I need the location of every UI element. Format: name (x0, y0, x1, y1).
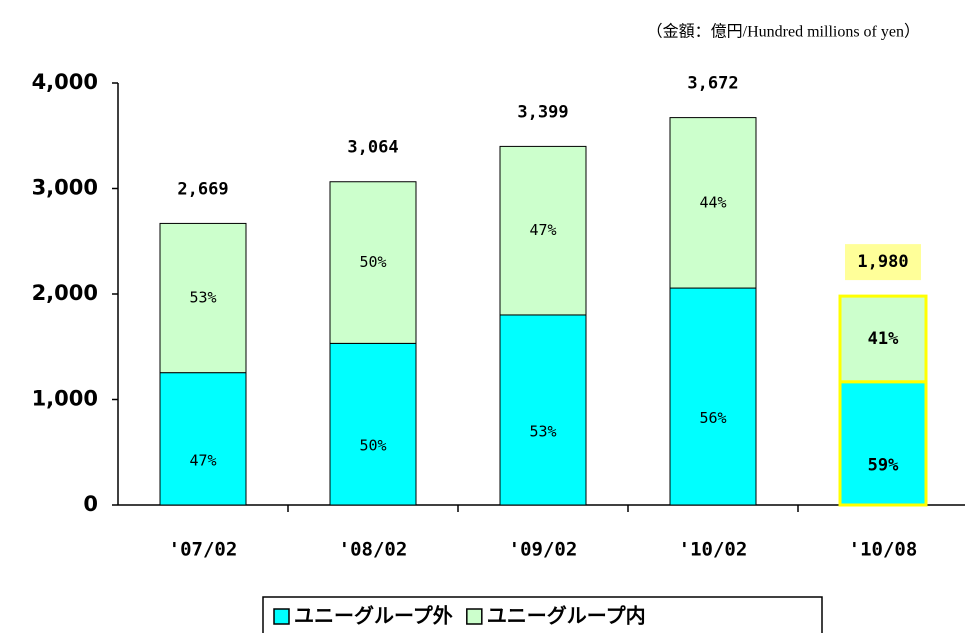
data-label: 50% (359, 253, 386, 271)
legend-swatch (466, 608, 483, 625)
data-label: 47% (189, 451, 216, 469)
x-tick-label: '10/08 (849, 539, 918, 561)
bar-segment (329, 342, 417, 506)
bar-segment (838, 294, 928, 384)
bar-segment (838, 380, 928, 507)
data-label: 47% (529, 221, 556, 239)
total-label: 3,064 (347, 138, 398, 158)
data-label: 53% (189, 289, 216, 307)
x-tick-label: '09/02 (509, 539, 578, 561)
y-tick-label: 0 (83, 492, 98, 516)
bar-segment (499, 314, 587, 506)
x-tick-label: '10/02 (679, 539, 748, 561)
bar-segment (669, 287, 757, 506)
total-label: 1,980 (857, 252, 908, 272)
total-label: 3,672 (687, 74, 738, 94)
bar-segment (159, 222, 247, 374)
legend-label: ユニーグループ外 (294, 604, 453, 628)
data-label: 59% (868, 455, 899, 475)
total-label: 3,399 (517, 102, 568, 122)
data-label: 41% (868, 329, 899, 349)
x-tick-label: '07/02 (169, 539, 238, 561)
total-highlight (845, 244, 921, 281)
legend-label: ユニーグループ内 (487, 604, 646, 628)
unit-note: （金額：億円/Hundred millions of yen） (647, 23, 920, 41)
total-label: 2,669 (177, 179, 228, 199)
data-label: 44% (699, 193, 726, 211)
data-label: 56% (699, 409, 726, 427)
y-tick-label: 4,000 (32, 70, 98, 94)
legend-box (262, 596, 823, 633)
bar-segment (669, 117, 757, 289)
y-tick-label: 1,000 (32, 387, 98, 411)
bar-segment (499, 145, 587, 316)
data-label: 53% (529, 422, 556, 440)
bar-segment (329, 181, 417, 344)
x-tick-label: '08/02 (339, 539, 408, 561)
y-tick-label: 2,000 (32, 281, 98, 305)
y-tick-label: 3,000 (32, 176, 98, 200)
data-label: 50% (359, 437, 386, 455)
bar-segment (159, 372, 247, 506)
legend-swatch (273, 608, 290, 625)
